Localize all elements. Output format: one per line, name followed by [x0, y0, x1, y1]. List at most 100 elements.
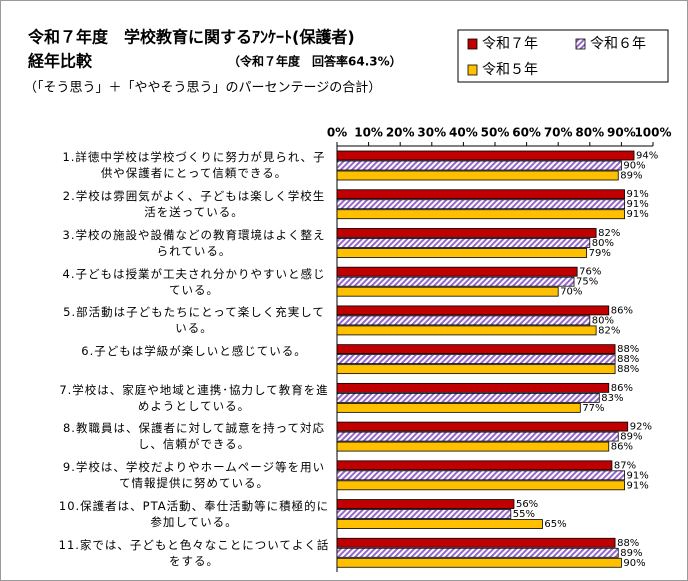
- x-tick-label: 90%: [607, 126, 636, 140]
- x-tick-label: 20%: [386, 126, 415, 140]
- value-label: 89%: [620, 171, 642, 182]
- value-label: 92%: [630, 422, 652, 433]
- bar: [336, 509, 512, 519]
- category-label: 9.学校は、学校だよりやホームページ等を用いて情報提供に努めている。: [62, 460, 326, 491]
- x-tick-label: 10%: [354, 126, 383, 140]
- bar: [336, 238, 591, 248]
- bar: [336, 286, 559, 297]
- x-tick-label: 30%: [417, 126, 446, 140]
- bar: [336, 519, 543, 529]
- category-label: 7.学校は、家庭や地域と連携･協力して教育を進めようとしている。: [59, 382, 329, 413]
- legend-swatch: [467, 64, 478, 76]
- legend-box: [457, 29, 669, 83]
- category-label: 4.子どもは授業が工夫され分かりやすいと感じている。: [62, 266, 326, 297]
- value-label: 88%: [617, 354, 639, 365]
- chart-title: 令和７年度 学校教育に関するｱﾝｹｰﾄ(保護者): [27, 28, 355, 47]
- value-label: 90%: [623, 161, 645, 172]
- bar: [336, 160, 622, 171]
- value-label: 83%: [601, 393, 623, 404]
- x-tick-label: 60%: [512, 126, 541, 140]
- bar: [336, 402, 581, 413]
- value-label: 56%: [516, 499, 538, 510]
- x-tick-label: 80%: [575, 126, 604, 140]
- category-label: 11.家では、子どもと色々なことについてよく話をする。: [58, 537, 330, 568]
- bar: [336, 266, 578, 277]
- category-label: 3.学校の施設や設備などの教育環境はよく整えられている。: [62, 227, 326, 258]
- chart-note: （令和７年度 回答率64.3%）: [228, 54, 402, 69]
- bar: [336, 499, 515, 509]
- bar: [336, 199, 625, 210]
- value-label: 89%: [620, 432, 642, 443]
- value-label: 82%: [598, 228, 620, 239]
- value-label: 55%: [513, 509, 535, 520]
- value-label: 91%: [627, 189, 649, 200]
- value-label: 94%: [636, 151, 658, 162]
- bar: [336, 470, 625, 481]
- bar: [336, 189, 625, 200]
- value-label: 80%: [592, 315, 614, 326]
- category-label: 2.学校は雰囲気がよく、子どもは楽しく学校生活を送っている。: [62, 189, 326, 220]
- value-label: 77%: [582, 403, 604, 414]
- value-label: 75%: [576, 277, 598, 288]
- x-tick-label: 100%: [634, 126, 671, 140]
- value-label: 88%: [617, 344, 639, 355]
- legend-label: 令和５年: [482, 62, 538, 78]
- legend-label: 令和７年: [482, 36, 538, 52]
- x-tick-label: 40%: [449, 126, 478, 140]
- bar: [336, 276, 575, 287]
- x-tick-label: 70%: [544, 126, 573, 140]
- legend-label: 令和６年: [590, 36, 646, 52]
- bar: [336, 441, 610, 452]
- chart-description: （「そう思う」＋「ややそう思う」のパーセンテージの合計）: [24, 80, 381, 96]
- value-label: 82%: [598, 325, 620, 336]
- category-label: 1.詳徳中学校は学校づくりに努力が見られ、子供や保護者にとって信頼できる。: [62, 150, 326, 181]
- bar: [336, 537, 616, 548]
- category-label: 5.部活動は子どもたちにとって楽しく充実している。: [63, 305, 325, 336]
- value-label: 65%: [544, 519, 566, 530]
- value-label: 86%: [611, 442, 633, 453]
- bar: [336, 392, 600, 403]
- bar: [336, 480, 625, 491]
- value-label: 86%: [611, 383, 633, 394]
- value-label: 91%: [627, 199, 649, 210]
- bar: [336, 305, 610, 316]
- bar: [336, 421, 629, 432]
- x-tick-label: 0%: [327, 126, 347, 140]
- x-tick-label: 50%: [481, 126, 510, 140]
- value-label: 91%: [627, 470, 649, 481]
- bar: [336, 354, 616, 365]
- bar: [336, 209, 625, 220]
- category-label: 10.保護者は、PTA活動、奉仕活動等に積極的に参加している。: [58, 498, 330, 529]
- category-label: 8.教職員は、保護者に対して誠意を持って対応し、信頼ができる。: [62, 421, 326, 452]
- legend-swatch: [575, 38, 586, 50]
- value-label: 76%: [579, 267, 601, 278]
- bar: [336, 431, 619, 442]
- category-label: 6.子どもは学級が楽しいと感じている。: [81, 344, 307, 358]
- bar: [336, 364, 616, 375]
- legend-swatch: [467, 38, 478, 50]
- chart-subtitle: 経年比較: [28, 52, 93, 71]
- bar: [336, 228, 597, 238]
- value-label: 70%: [560, 287, 582, 298]
- value-label: 87%: [614, 460, 636, 471]
- bar: [336, 460, 613, 471]
- bar: [336, 325, 597, 336]
- value-label: 88%: [617, 364, 639, 375]
- value-label: 80%: [592, 238, 614, 249]
- bar: [336, 315, 591, 326]
- bar: [336, 248, 588, 258]
- value-label: 88%: [617, 538, 639, 549]
- bar: [336, 344, 616, 355]
- bar: [336, 382, 610, 393]
- bar: [336, 557, 622, 568]
- value-label: 91%: [627, 209, 649, 220]
- bar: [336, 150, 635, 161]
- value-label: 79%: [589, 248, 611, 259]
- bar: [336, 170, 619, 181]
- value-label: 91%: [627, 480, 649, 491]
- bar: [336, 547, 619, 558]
- value-label: 90%: [623, 558, 645, 569]
- value-label: 86%: [611, 305, 633, 316]
